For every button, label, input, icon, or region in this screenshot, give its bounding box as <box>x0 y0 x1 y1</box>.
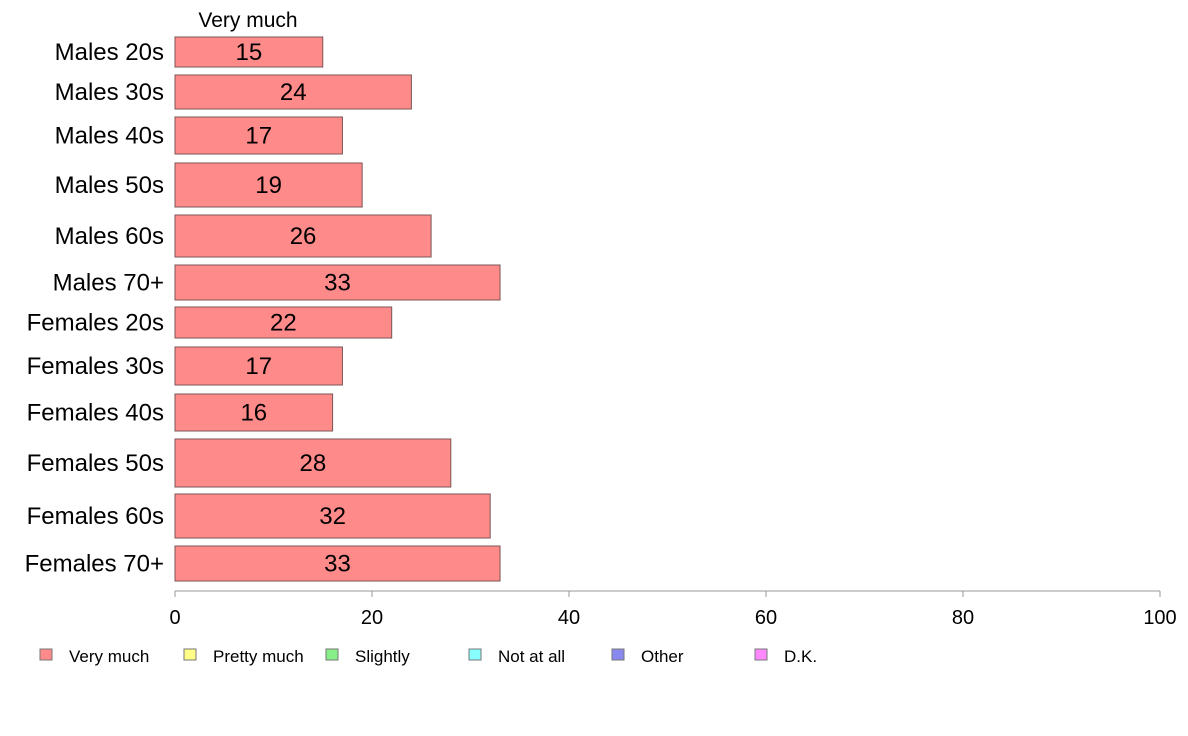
series-header: Very much <box>198 9 297 32</box>
legend-swatch-pretty-much <box>183 648 197 661</box>
bar-very-much-males-60s <box>174 214 432 258</box>
category-label-males-60s: Males 60s <box>55 223 164 250</box>
x-tick-label-0: 0 <box>169 607 180 629</box>
data-label-males-40s: 17 <box>245 123 272 150</box>
data-label-males-50s: 19 <box>255 172 282 199</box>
category-label-males-70: Males 70+ <box>53 270 164 297</box>
legend-item-slightly: Slightly <box>325 647 410 666</box>
legend-label-d-k: D.K. <box>784 647 817 666</box>
legend-label-other: Other <box>641 647 684 666</box>
legend-label-slightly: Slightly <box>355 647 410 666</box>
category-label-males-30s: Males 30s <box>55 79 164 106</box>
legend-item-other: Other <box>611 647 684 666</box>
category-label-females-40s: Females 40s <box>27 400 164 427</box>
bar-very-much-females-70 <box>174 545 501 582</box>
bar-very-much-females-20s <box>174 306 393 339</box>
data-label-females-40s: 16 <box>240 400 267 427</box>
x-tick-label-20: 20 <box>361 607 383 629</box>
category-label-females-20s: Females 20s <box>27 310 164 337</box>
legend-item-not-at-all: Not at all <box>468 647 565 666</box>
data-label-females-20s: 22 <box>270 310 297 337</box>
legend-swatch-d-k <box>754 648 768 661</box>
x-tick-label-60: 60 <box>755 607 777 629</box>
bar-very-much-males-70 <box>174 264 501 301</box>
category-label-females-70: Females 70+ <box>25 551 164 578</box>
legend-swatch-very-much <box>39 648 53 661</box>
data-label-males-70: 33 <box>324 270 351 297</box>
data-label-females-70: 33 <box>324 551 351 578</box>
bar-very-much-females-60s <box>174 493 491 539</box>
legend-item-pretty-much: Pretty much <box>183 647 304 666</box>
category-label-females-50s: Females 50s <box>27 450 164 477</box>
legend-item-very-much: Very much <box>39 647 149 666</box>
data-label-males-30s: 24 <box>280 79 307 106</box>
x-tick-label-40: 40 <box>558 607 580 629</box>
data-label-females-50s: 28 <box>300 450 327 477</box>
bar-very-much-males-20s <box>174 36 324 68</box>
legend-swatch-not-at-all <box>468 648 482 661</box>
category-label-females-60s: Females 60s <box>27 503 164 530</box>
data-label-males-60s: 26 <box>290 223 317 250</box>
data-label-males-20s: 15 <box>236 39 263 66</box>
legend-swatch-other <box>611 648 625 661</box>
x-tick-label-80: 80 <box>952 607 974 629</box>
bar-very-much-males-50s <box>174 162 363 208</box>
legend-swatch-slightly <box>325 648 339 661</box>
category-label-males-20s: Males 20s <box>55 39 164 66</box>
x-tick-label-100: 100 <box>1143 607 1176 629</box>
data-label-females-60s: 32 <box>319 503 346 530</box>
legend-label-pretty-much: Pretty much <box>213 647 304 666</box>
bar-very-much-females-40s <box>174 393 334 432</box>
legend-label-not-at-all: Not at all <box>498 647 565 666</box>
bar-very-much-females-50s <box>174 438 452 488</box>
bar-very-much-females-30s <box>174 346 343 386</box>
legend-item-d-k: D.K. <box>754 647 817 666</box>
bar-very-much-males-40s <box>174 116 343 155</box>
legend-label-very-much: Very much <box>69 647 149 666</box>
category-label-males-40s: Males 40s <box>55 123 164 150</box>
data-label-females-30s: 17 <box>245 353 272 380</box>
category-label-males-50s: Males 50s <box>55 172 164 199</box>
category-label-females-30s: Females 30s <box>27 353 164 380</box>
bar-very-much-males-30s <box>174 74 412 110</box>
